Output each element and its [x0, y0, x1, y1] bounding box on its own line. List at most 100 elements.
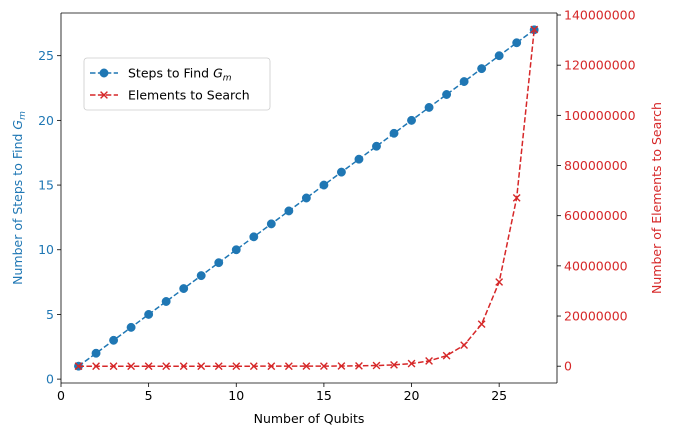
- x-marker-stroke: [337, 362, 346, 370]
- x-tick-label: 5: [145, 388, 153, 403]
- elements-point: [495, 278, 504, 286]
- steps-point: [424, 102, 434, 112]
- right-y-tick-label: 80000000: [564, 158, 628, 173]
- legend-entry-text: Steps to Find: [128, 66, 213, 81]
- x-marker-stroke: [355, 361, 363, 370]
- steps-point: [459, 77, 469, 87]
- left-y-tick-label: 25: [38, 48, 54, 63]
- elements-point: [144, 362, 153, 371]
- x-marker-stroke: [249, 362, 258, 371]
- x-marker-stroke: [162, 362, 171, 371]
- elements-line: [78, 29, 535, 367]
- elements-point: [477, 320, 486, 329]
- legend-box: [83, 57, 271, 111]
- steps-point: [231, 245, 241, 255]
- legend-entry-elements: Elements to Search: [128, 88, 250, 103]
- x-axis: 0 5 10 15 20 25 Number of Qubits: [57, 383, 507, 426]
- x-tick-label: 10: [228, 388, 244, 403]
- right-y-tick-label: 140000000: [564, 8, 636, 23]
- elements-point: [284, 362, 293, 371]
- elements-point: [442, 351, 451, 360]
- elements-point: [407, 359, 416, 368]
- right-y-tick-label: 100000000: [564, 108, 636, 123]
- elements-point: [460, 341, 469, 350]
- right-y-axis-label: Number of Elements to Search: [649, 102, 664, 294]
- legend-entry-subscript: m: [223, 74, 232, 84]
- elements-point: [109, 362, 118, 371]
- x-marker-stroke: [442, 351, 451, 360]
- steps-point: [144, 309, 154, 319]
- steps-point: [301, 193, 311, 203]
- left-y-tick-label: 0: [46, 372, 54, 387]
- elements-point: [425, 357, 433, 365]
- left-y-tick-label: 10: [38, 242, 54, 257]
- steps-point: [109, 335, 119, 345]
- elements-point: [197, 362, 206, 371]
- right-y-axis: 0 20000000 40000000 60000000 80000000 1000000…: [557, 8, 664, 374]
- elements-point: [337, 362, 346, 370]
- legend-entry-steps: Steps to Find Gm: [128, 66, 232, 84]
- steps-point: [372, 141, 381, 151]
- elements-point: [302, 362, 311, 371]
- x-marker-stroke: [74, 362, 83, 371]
- x-tick-label: 25: [491, 388, 507, 403]
- left-y-tick-label: 5: [46, 307, 54, 322]
- x-tick-label: 20: [404, 388, 420, 403]
- x-marker-stroke: [127, 362, 136, 371]
- series-elements-to-search: [74, 25, 539, 371]
- steps-point: [319, 180, 329, 190]
- elements-point: [267, 362, 276, 371]
- x-marker-stroke: [460, 341, 469, 350]
- series-steps-to-find-gm: [74, 25, 539, 371]
- steps-point: [266, 219, 276, 229]
- elements-point: [530, 25, 539, 34]
- x-marker-stroke: [232, 362, 241, 371]
- elements-point: [92, 362, 100, 371]
- x-tick-label: 0: [57, 388, 65, 403]
- legend: Steps to Find Gm Elements to Search: [83, 57, 271, 111]
- elements-point: [320, 362, 328, 371]
- x-marker-stroke: [425, 357, 433, 365]
- left-y-axis-label-text: Number of Steps to Find: [10, 130, 25, 285]
- steps-point: [407, 115, 416, 125]
- steps-point: [126, 322, 136, 332]
- legend-marker-elements: [100, 91, 108, 99]
- steps-point: [91, 348, 101, 358]
- left-y-axis-label-subscript: m: [18, 111, 28, 120]
- x-marker-stroke: [267, 362, 276, 371]
- elements-point: [512, 193, 521, 202]
- right-y-tick-label: 20000000: [564, 309, 628, 324]
- x-tick-label: 15: [316, 388, 332, 403]
- steps-point: [354, 154, 364, 164]
- x-marker-stroke: [109, 362, 118, 371]
- x-marker-stroke: [390, 360, 398, 369]
- steps-point: [477, 64, 487, 74]
- x-axis-label: Number of Qubits: [254, 411, 365, 426]
- steps-point: [494, 51, 504, 61]
- series-layer: [74, 25, 539, 371]
- elements-point: [390, 360, 398, 369]
- x-marker-stroke: [214, 362, 223, 371]
- elements-point: [232, 362, 241, 371]
- elements-point: [214, 362, 223, 371]
- left-y-tick-label: 15: [38, 178, 54, 193]
- x-marker-stroke: [512, 193, 521, 202]
- steps-point: [442, 90, 452, 99]
- x-marker-stroke: [320, 362, 328, 371]
- left-y-axis-label: Number of Steps to Find Gm: [10, 111, 28, 285]
- legend-marker-steps: [99, 68, 109, 78]
- legend-entry-symbol: G: [213, 66, 223, 81]
- x-marker-stroke: [495, 278, 504, 286]
- x-marker-stroke: [302, 362, 311, 371]
- x-marker-stroke: [372, 361, 381, 370]
- right-y-tick-label: 40000000: [564, 258, 628, 273]
- x-marker-stroke: [407, 359, 416, 368]
- elements-point: [179, 362, 188, 371]
- steps-point: [336, 167, 346, 177]
- steps-point: [179, 284, 189, 294]
- elements-point: [127, 362, 136, 371]
- elements-point: [162, 362, 171, 371]
- x-marker-stroke: [477, 320, 486, 329]
- right-y-tick-label: 0: [564, 359, 572, 374]
